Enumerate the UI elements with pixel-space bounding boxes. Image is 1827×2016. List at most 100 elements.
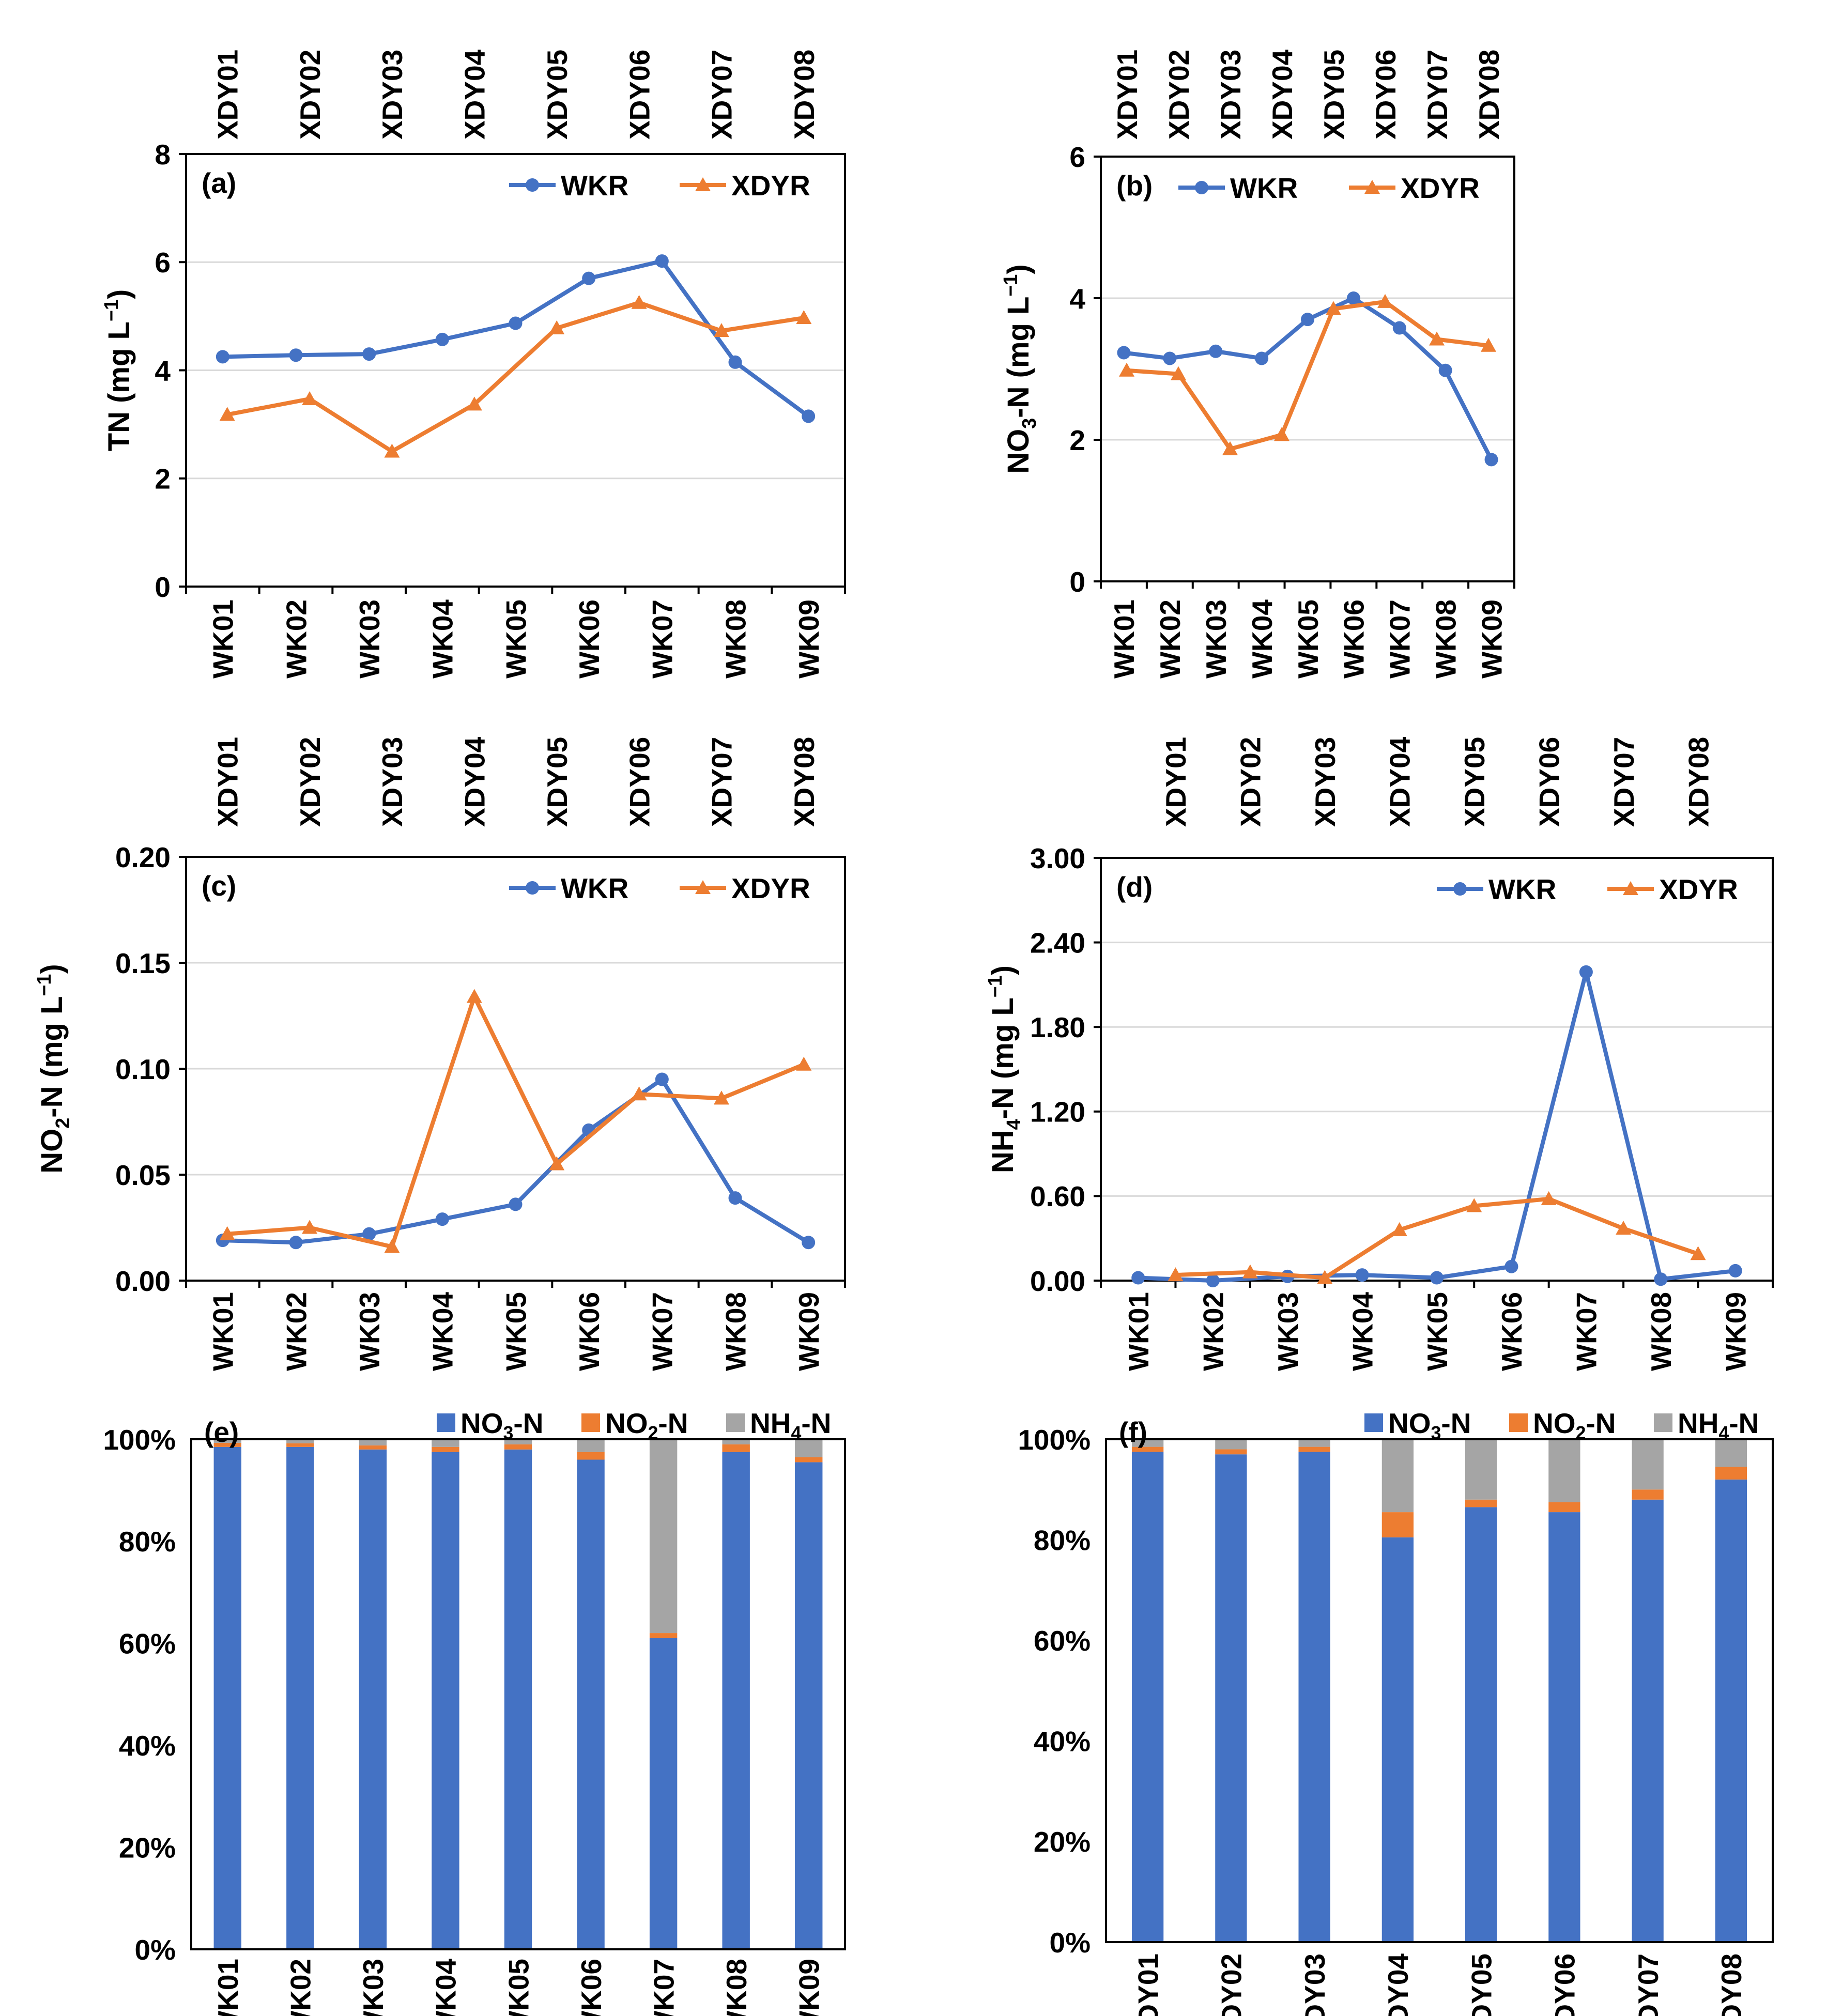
- bar-segment-no3-n: [1215, 1454, 1247, 1942]
- chart-panel-a: 0 2 4 6 8 WK01 WK02 WK03 WK04 WK05 WK06 WK07 WK08 WK0…: [100, 49, 846, 679]
- panel-a-x-tick-label: WK05: [500, 599, 532, 679]
- panel-a-top-x-tick-label: XDY01: [211, 50, 243, 140]
- bar-segment-no3-n: [213, 1446, 241, 1949]
- data-point-xdyr: [466, 396, 482, 411]
- legend-swatch-nh4-n: [1654, 1413, 1672, 1432]
- legend-label-subscript: 4: [1718, 1423, 1729, 1443]
- ylabel-tail: ): [986, 965, 1020, 975]
- legend-label-subscript: 3: [503, 1423, 514, 1443]
- legend-marker-wkr: [1195, 181, 1208, 194]
- data-point-xdyr: [1616, 1221, 1632, 1235]
- legend-swatch-no2-n: [581, 1413, 600, 1432]
- data-point-xdyr: [1541, 1191, 1557, 1205]
- panel-d-x-tick-label: WK09: [1720, 1292, 1752, 1371]
- panel-d-y-tick-label: 3.00: [1030, 842, 1085, 874]
- legend-label-wkr: WKR: [1488, 873, 1556, 905]
- bar-segment-nh4-n: [577, 1439, 605, 1452]
- panel-b-x-tick-label: WK02: [1154, 599, 1186, 679]
- bar-segment-no2-n: [722, 1444, 750, 1452]
- bar-segment-no3-n: [577, 1459, 605, 1949]
- data-point-xdyr: [713, 323, 729, 337]
- panel-a-y-tick-label: 4: [155, 355, 171, 387]
- bar-segment-no3-n: [649, 1638, 678, 1949]
- data-point-wkr: [582, 271, 596, 285]
- bar-segment-no3-n: [1465, 1507, 1497, 1942]
- bar-segment-no2-n: [1381, 1512, 1414, 1537]
- data-point-wkr: [216, 350, 229, 364]
- bar-segment-no3-n: [1548, 1512, 1580, 1942]
- panel-d-x-tick-label: WK05: [1421, 1292, 1453, 1371]
- data-point-wkr: [655, 254, 669, 268]
- panel-a-y-tick-label: 0: [155, 571, 171, 603]
- data-point-xdyr: [1429, 331, 1445, 346]
- panel-e-y-tick-label: 20%: [119, 1832, 176, 1864]
- panel-f-y-tick-label: 20%: [1034, 1826, 1091, 1858]
- bar-segment-nh4-n: [286, 1439, 314, 1443]
- legend-label-subscript: 2: [1576, 1423, 1586, 1443]
- data-point-wkr: [1579, 965, 1593, 979]
- legend-label-subscript: 2: [648, 1423, 658, 1443]
- data-point-wkr: [1728, 1264, 1742, 1278]
- panel-c-y-tick-label: 0.05: [115, 1159, 171, 1191]
- panel-d-top-x-tick-label: XDY07: [1608, 737, 1640, 827]
- data-point-xdyr: [1466, 1198, 1482, 1212]
- data-point-xdyr: [1171, 366, 1186, 380]
- legend-swatch-no2-n: [1509, 1413, 1528, 1432]
- panel-b-top-x-tick-label: XDY01: [1111, 50, 1143, 140]
- panel-a-y-tick-label: 6: [155, 247, 171, 279]
- legend-label-no3-n: NO3-N: [1388, 1407, 1471, 1443]
- data-point-xdyr: [1168, 1267, 1184, 1282]
- bar-segment-no2-n: [359, 1445, 387, 1450]
- bar-segment-no2-n: [213, 1442, 241, 1447]
- panel-e-x-tick-label: WK06: [575, 1959, 607, 2016]
- ylabel-superscript: −1: [1000, 274, 1021, 297]
- panel-d-top-x-tick-label: XDY01: [1160, 737, 1192, 827]
- bar-segment-no2-n: [1548, 1502, 1580, 1513]
- panel-b-y-tick-label: 4: [1069, 283, 1085, 315]
- panel-e-y-tick-label: 80%: [119, 1526, 176, 1558]
- ylabel-tail: ): [102, 289, 136, 299]
- bar-segment-no2-n: [1298, 1446, 1330, 1452]
- data-point-wkr: [1654, 1272, 1668, 1286]
- ylabel-main: TN (mg L: [102, 321, 136, 451]
- data-point-xdyr: [796, 310, 812, 325]
- panel-b-x-tick-label: WK08: [1430, 599, 1462, 679]
- legend-label-no2-n: NO2-N: [605, 1407, 688, 1443]
- bar-segment-no3-n: [359, 1449, 387, 1949]
- bar-segment-no2-n: [1632, 1489, 1664, 1500]
- data-point-xdyr: [1119, 362, 1134, 377]
- data-point-wkr: [289, 348, 303, 362]
- legend-label-base: NO: [605, 1407, 648, 1439]
- data-point-wkr: [509, 316, 523, 330]
- bar-segment-nh4-n: [359, 1439, 387, 1445]
- bar-segment-no2-n: [649, 1633, 678, 1638]
- panel-e-y-tick-label: 100%: [103, 1424, 176, 1456]
- panel-b-x-tick-label: WK09: [1476, 599, 1508, 679]
- data-point-xdyr: [384, 443, 400, 458]
- bar-segment-nh4-n: [1548, 1439, 1580, 1502]
- bar-segment-nh4-n: [1298, 1439, 1330, 1447]
- panel-a-x-tick-label: WK03: [354, 599, 386, 679]
- panel-f-x-tick-label: XDY08: [1715, 1953, 1747, 2016]
- panel-c-y-tick-label: 0.15: [115, 947, 171, 979]
- data-point-wkr: [1392, 321, 1406, 335]
- panel-a-top-x-tick-label: XDY03: [376, 50, 408, 140]
- panel-a-x-tick-label: WK04: [427, 599, 459, 679]
- panel-a-x-tick-label: WK02: [280, 599, 312, 679]
- panel-c-x-tick-label: WK08: [719, 1292, 751, 1371]
- panel-d-x-tick-label: WK02: [1197, 1292, 1229, 1371]
- data-point-xdyr: [219, 407, 235, 421]
- series-line-xdyr: [1126, 299, 1489, 451]
- legend-swatch-nh4-n: [726, 1413, 745, 1432]
- panel-d-x-tick-label: WK06: [1496, 1292, 1528, 1371]
- ylabel-subscript: 4: [1003, 1119, 1024, 1130]
- panel-f-x-tick-label: XDY07: [1632, 1953, 1664, 2016]
- data-point-wkr: [1430, 1271, 1444, 1285]
- data-point-wkr: [435, 332, 449, 346]
- panel-f-x-tick-label: XDY05: [1465, 1953, 1497, 2016]
- panel-b-x-tick-label: WK03: [1200, 599, 1232, 679]
- data-point-xdyr: [466, 989, 482, 1003]
- legend-label-base: NO: [1533, 1407, 1576, 1439]
- panel-a-y-tick-label: 8: [155, 138, 171, 171]
